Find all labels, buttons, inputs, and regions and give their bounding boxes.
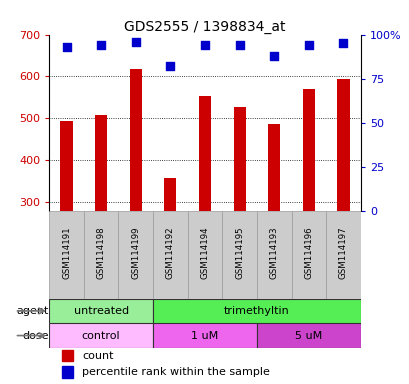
- Point: [270, 53, 277, 59]
- Text: 1 uM: 1 uM: [191, 331, 218, 341]
- Bar: [233, 107, 245, 210]
- Text: dose: dose: [22, 331, 49, 341]
- Point: [63, 44, 70, 50]
- Bar: [256, 323, 360, 348]
- Text: untreated: untreated: [73, 306, 128, 316]
- Title: GDS2555 / 1398834_at: GDS2555 / 1398834_at: [124, 20, 285, 33]
- Text: trimethyltin: trimethyltin: [223, 306, 289, 316]
- Bar: [267, 124, 280, 210]
- Bar: [198, 96, 211, 210]
- Text: 5 uM: 5 uM: [294, 331, 322, 341]
- Text: GSM114195: GSM114195: [234, 227, 243, 279]
- Bar: [153, 323, 256, 348]
- Text: GSM114199: GSM114199: [131, 227, 140, 279]
- Bar: [302, 89, 314, 210]
- Text: GSM114192: GSM114192: [166, 227, 175, 279]
- Point: [132, 38, 139, 45]
- Bar: [326, 210, 360, 299]
- Text: percentile rank within the sample: percentile rank within the sample: [82, 367, 269, 377]
- Point: [236, 42, 242, 48]
- Bar: [61, 350, 72, 361]
- Text: control: control: [82, 331, 120, 341]
- Bar: [153, 210, 187, 299]
- Bar: [291, 210, 326, 299]
- Bar: [118, 210, 153, 299]
- Bar: [60, 121, 72, 210]
- Text: GSM114196: GSM114196: [303, 227, 312, 279]
- Bar: [49, 323, 153, 348]
- Point: [98, 42, 104, 48]
- Bar: [61, 366, 72, 377]
- Bar: [187, 210, 222, 299]
- Bar: [256, 210, 291, 299]
- Point: [339, 40, 346, 46]
- Point: [201, 42, 208, 48]
- Text: count: count: [82, 351, 113, 361]
- Text: GSM114193: GSM114193: [269, 227, 278, 279]
- Text: GSM114194: GSM114194: [200, 227, 209, 279]
- Text: GSM114191: GSM114191: [62, 227, 71, 279]
- Text: GSM114197: GSM114197: [338, 227, 347, 279]
- Bar: [49, 210, 83, 299]
- Point: [167, 63, 173, 70]
- Bar: [153, 299, 360, 323]
- Bar: [222, 210, 256, 299]
- Bar: [95, 116, 107, 210]
- Text: GSM114198: GSM114198: [97, 227, 106, 279]
- Bar: [164, 178, 176, 210]
- Bar: [129, 69, 142, 210]
- Point: [305, 42, 311, 48]
- Bar: [337, 79, 349, 210]
- Bar: [49, 299, 153, 323]
- Text: agent: agent: [17, 306, 49, 316]
- Bar: [83, 210, 118, 299]
